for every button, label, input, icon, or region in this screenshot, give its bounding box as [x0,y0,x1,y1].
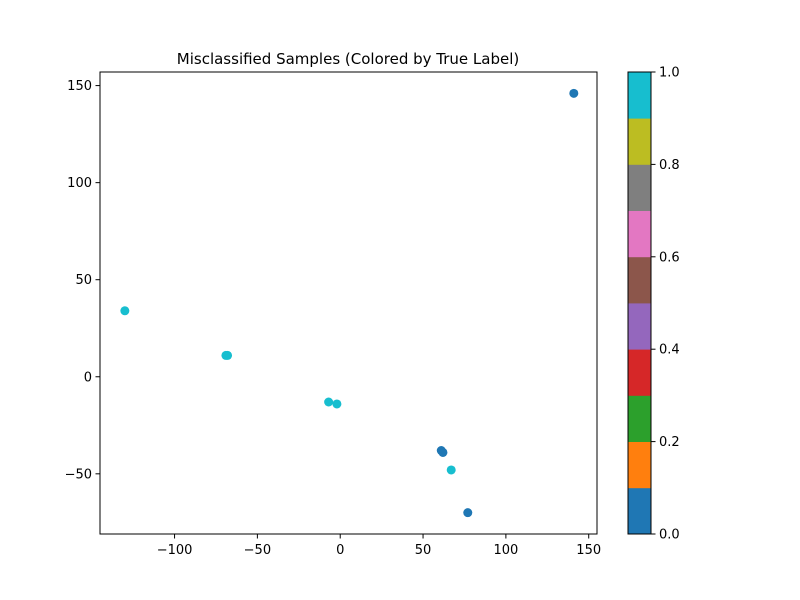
data-point [324,397,334,407]
colorbar-frame [627,71,652,535]
colorbar-segment [628,303,651,350]
colorbar-segment [628,395,651,442]
colorbar: 0.0 0.2 0.4 0.6 0.8 1.0 [627,66,680,543]
colorbar-tick-label: 0.4 [659,343,680,358]
x-tick-label: 50 [415,543,432,558]
y-tick-label: 150 [67,79,92,94]
colorbar-segment [628,72,651,119]
data-point [221,350,231,360]
x-axis: −100 −50 0 50 100 150 [157,534,601,558]
data-point [120,306,130,316]
colorbar-tick-label: 0.0 [659,528,680,543]
x-tick-label: −100 [157,543,193,558]
y-tick-label: −50 [65,467,92,482]
colorbar-segments [628,72,651,535]
x-tick-label: 150 [576,543,601,558]
data-point [332,399,342,409]
colorbar-segment [628,210,651,258]
plot-frame [99,71,598,535]
y-tick-label: 100 [67,176,92,191]
colorbar-segment [628,118,651,165]
chart-title: Misclassified Samples (Colored by True L… [177,50,519,68]
y-axis: −50 0 50 100 150 [65,79,100,482]
x-tick-label: −50 [244,543,271,558]
y-tick-label: 50 [75,273,92,288]
x-tick-label: 0 [336,543,344,558]
colorbar-axis: 0.0 0.2 0.4 0.6 0.8 1.0 [651,66,680,543]
colorbar-tick-label: 1.0 [659,66,680,81]
x-tick-label: 100 [493,543,518,558]
colorbar-tick-label: 0.2 [659,435,680,450]
data-point [569,88,579,98]
plot-area: −100 −50 0 50 100 150 −50 0 50 100 150 [65,71,601,558]
colorbar-tick-label: 0.6 [659,250,680,265]
data-point [438,447,448,457]
y-tick-label: 0 [84,370,92,385]
data-point [463,508,473,518]
colorbar-segment [628,256,651,304]
colorbar-segment [628,164,651,211]
colorbar-tick-label: 0.8 [659,158,680,173]
points-layer [120,88,579,518]
colorbar-segment [628,349,651,396]
colorbar-segment [628,441,651,489]
data-point [446,465,456,475]
colorbar-segment [628,487,651,535]
